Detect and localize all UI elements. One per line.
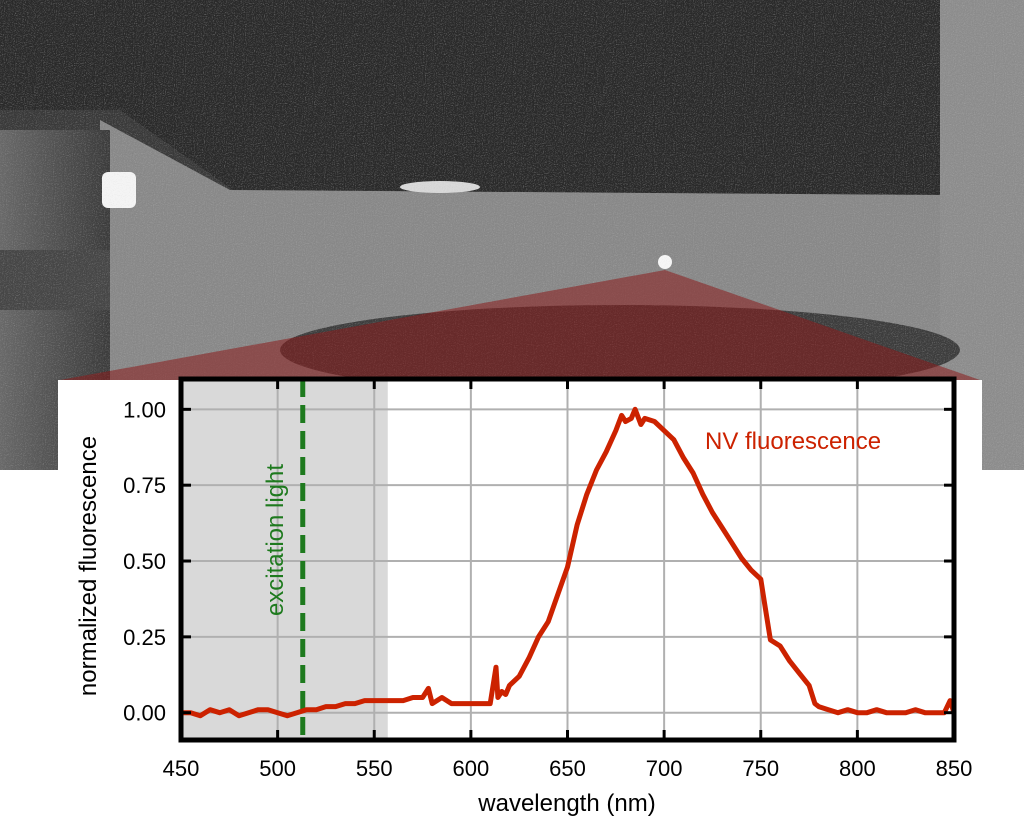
x-tick-label: 650 xyxy=(549,756,586,781)
y-axis-title: normalized fluorescence xyxy=(75,436,102,696)
x-tick-label: 550 xyxy=(356,756,393,781)
y-tick-label: 0.25 xyxy=(123,625,166,650)
x-tick-label: 850 xyxy=(936,756,973,781)
excitation-label: excitation light xyxy=(262,464,289,616)
x-tick-label: 450 xyxy=(163,756,200,781)
x-tick-label: 800 xyxy=(839,756,876,781)
x-axis-title: wavelength (nm) xyxy=(477,790,655,817)
shaded-region xyxy=(181,379,388,740)
y-tick-label: 0.50 xyxy=(123,549,166,574)
series-label-nv-fluorescence: NV fluorescence xyxy=(705,428,881,455)
y-tick-label: 0.00 xyxy=(123,701,166,726)
series-line-nv-fluorescence xyxy=(178,406,957,719)
y-tick-label: 0.75 xyxy=(123,473,166,498)
x-tick-label: 750 xyxy=(742,756,779,781)
x-tick-label: 500 xyxy=(259,756,296,781)
y-tick-label: 1.00 xyxy=(123,397,166,422)
x-tick-label: 700 xyxy=(646,756,683,781)
x-tick-label: 600 xyxy=(453,756,490,781)
